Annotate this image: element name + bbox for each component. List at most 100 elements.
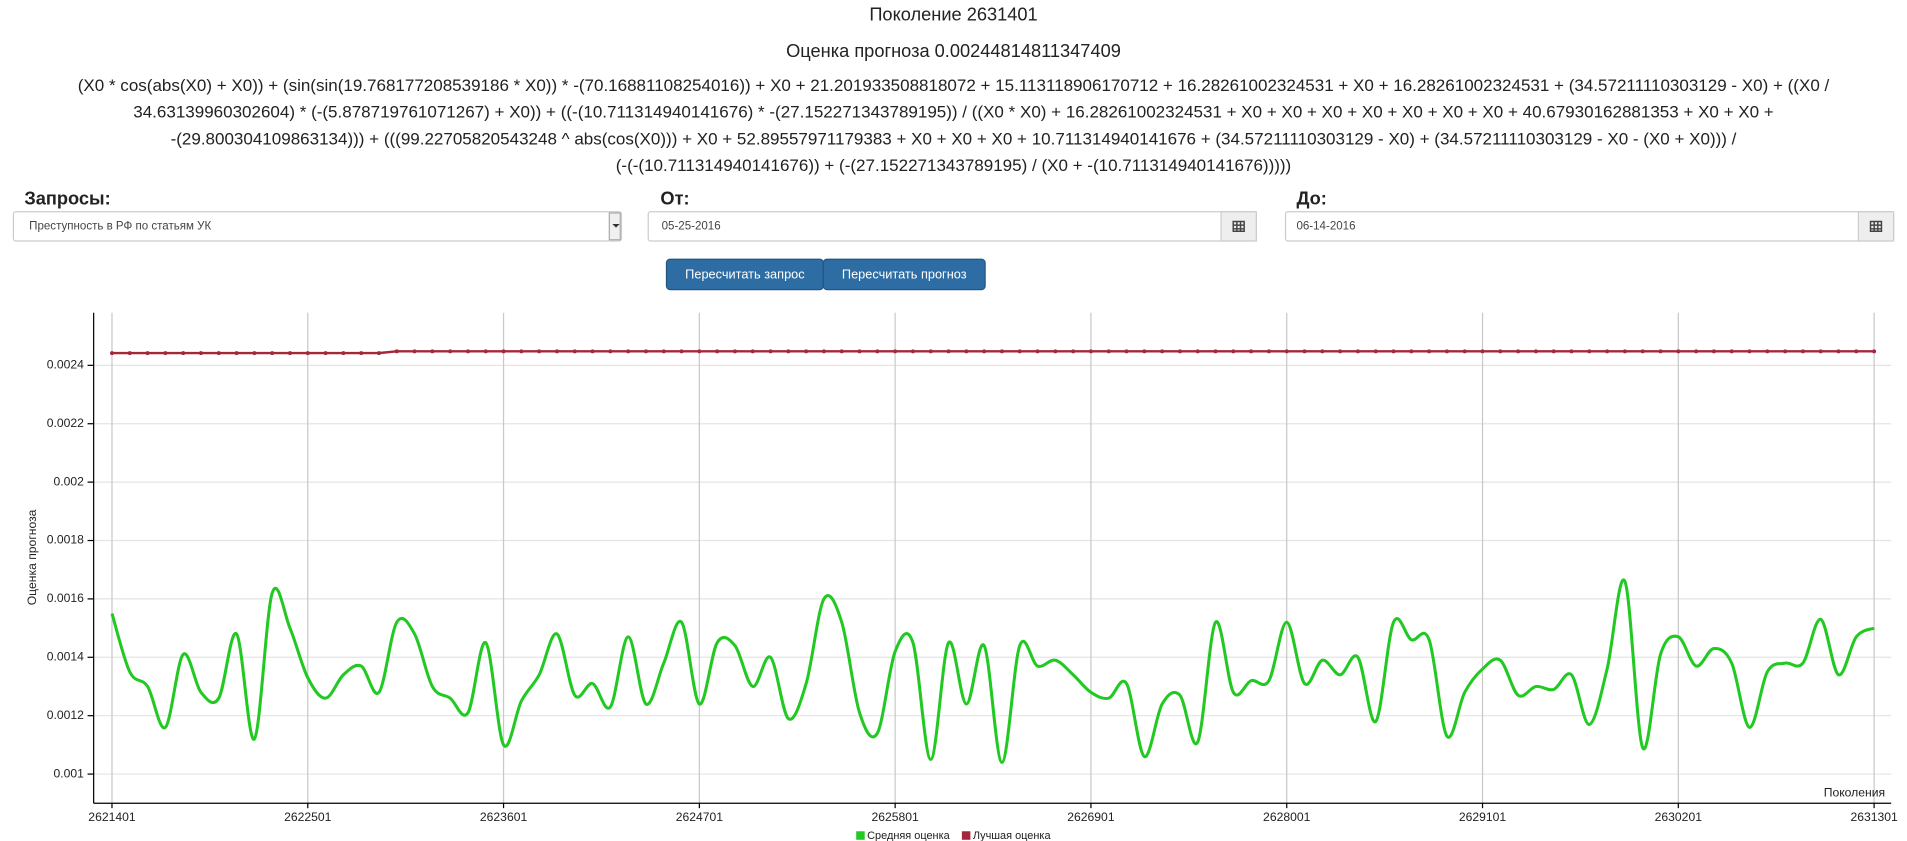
x-tick-label: 2623601 (480, 810, 528, 824)
chart: 0.001 0.0012 0.0014 0.0016 0.0018 0.002 0.0022… (25, 312, 1898, 841)
score-title: Оценка прогноза 0.00244814811347409 (786, 40, 1121, 61)
point (1373, 349, 1378, 354)
point (501, 349, 506, 354)
point (252, 351, 257, 356)
point (270, 351, 275, 356)
formula-line: -(29.800304109863134))) + (((99.22705820… (171, 129, 1737, 148)
from-input[interactable] (647, 211, 1257, 242)
point (1231, 349, 1236, 354)
point (323, 351, 328, 356)
point (1694, 349, 1699, 354)
select-value: Преступность в РФ по статьям УК (29, 220, 211, 232)
point (110, 351, 114, 356)
select-box[interactable] (12, 211, 623, 242)
y-tick-label: 0.001 (54, 766, 85, 780)
from-label: От: (660, 187, 689, 208)
point (519, 349, 524, 354)
point (1320, 349, 1325, 354)
point (875, 349, 880, 354)
x-tick-label: 2624701 (676, 810, 724, 824)
to-input[interactable] (1284, 211, 1895, 242)
point (1587, 349, 1592, 354)
point (1284, 349, 1289, 354)
formula-line: (X0 * cos(abs(X0) + X0)) + (sin(sin(19.7… (78, 76, 1830, 95)
series-line (110, 578, 1875, 764)
point (982, 349, 987, 354)
point (715, 349, 720, 354)
point (1266, 349, 1271, 354)
point (910, 349, 915, 354)
point (1765, 349, 1770, 354)
button-label: Пересчитать запрос (685, 266, 805, 281)
point (145, 351, 150, 356)
point (608, 349, 613, 354)
point (839, 349, 844, 354)
y-tick-label: 0.002 (54, 474, 85, 488)
point (661, 349, 666, 354)
x-tick-label: 2630201 (1655, 810, 1703, 824)
point (946, 349, 951, 354)
point (1160, 349, 1165, 354)
point (181, 351, 186, 356)
point (199, 351, 203, 356)
point (1711, 349, 1716, 354)
x-tick-label: 2625801 (871, 810, 919, 824)
point (1640, 349, 1645, 354)
point (305, 351, 310, 356)
legend-swatch (961, 831, 971, 840)
from-value: 05-25-2016 (662, 220, 721, 232)
point (1818, 349, 1823, 354)
x-tick-label: 2622501 (284, 810, 332, 824)
point (234, 351, 239, 356)
point (1872, 349, 1877, 354)
point (590, 349, 595, 354)
point (412, 349, 417, 354)
point (1498, 349, 1503, 354)
point (1071, 349, 1076, 354)
point (1783, 349, 1788, 354)
point (1427, 349, 1432, 354)
point (127, 351, 132, 356)
point (1658, 349, 1663, 354)
point (341, 351, 346, 356)
point (1676, 349, 1681, 354)
y-tick-label: 0.0012 (47, 708, 84, 722)
query-select[interactable]: Преступность в РФ по статьям УК (12, 211, 623, 242)
point (537, 349, 542, 354)
point (1605, 349, 1610, 354)
point (394, 349, 399, 354)
point (359, 351, 364, 356)
calendar-button[interactable] (1220, 211, 1257, 242)
point (999, 349, 1004, 354)
from-calendar[interactable] (1220, 211, 1257, 242)
point (288, 351, 292, 356)
recalc-forecast-button[interactable] (822, 258, 986, 291)
point (555, 349, 559, 354)
to-calendar[interactable] (1857, 211, 1895, 242)
y-tick-label: 0.0014 (47, 650, 84, 664)
point (483, 349, 488, 354)
point (1106, 349, 1111, 354)
point (1302, 349, 1307, 354)
formula-line: (-(-(10.711314940141676)) + (-(27.152271… (616, 156, 1291, 175)
calendar-button[interactable] (1857, 211, 1895, 242)
point (768, 349, 773, 354)
point (626, 349, 631, 354)
point (964, 349, 969, 354)
point (644, 349, 648, 354)
point (1516, 349, 1521, 354)
point (1800, 349, 1805, 354)
point (893, 349, 898, 354)
point (1088, 349, 1093, 354)
point (1035, 349, 1040, 354)
point (786, 349, 791, 354)
point (1053, 349, 1058, 354)
x-tick-label: 2629101 (1459, 810, 1507, 824)
point (804, 349, 809, 354)
point (163, 351, 168, 356)
point (1444, 349, 1449, 354)
point (1533, 349, 1538, 354)
point (1177, 349, 1182, 354)
series-line (111, 350, 1875, 355)
